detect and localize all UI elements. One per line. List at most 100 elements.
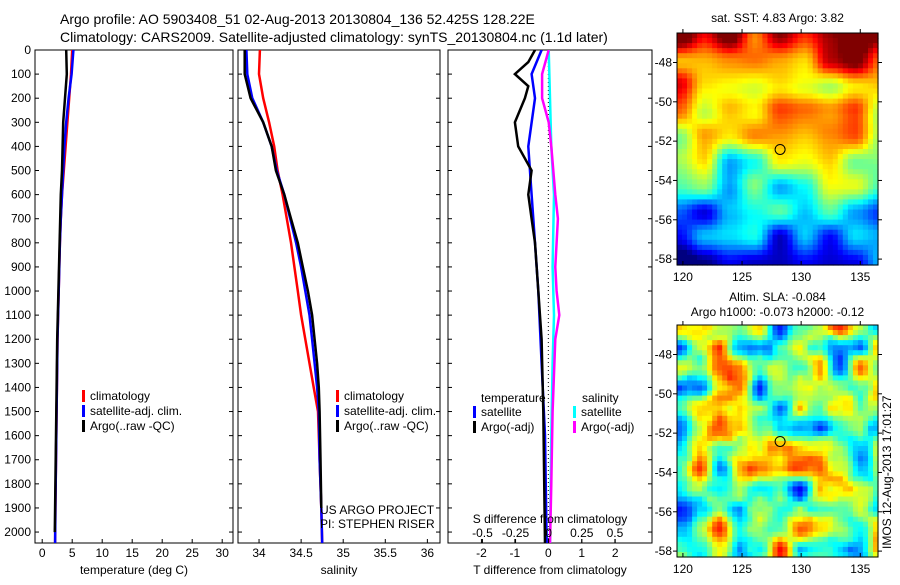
map-cell	[702, 138, 708, 145]
map-cell	[677, 546, 683, 553]
map-cell	[707, 249, 713, 256]
map-cell	[832, 325, 839, 331]
map-cell	[752, 38, 758, 44]
map-cell	[842, 194, 849, 200]
map-cell	[682, 531, 688, 538]
map-cell	[832, 179, 839, 185]
map-cell	[797, 456, 804, 462]
map-cell	[782, 506, 789, 513]
map-cell	[782, 224, 789, 231]
map-cell	[787, 355, 794, 361]
map-cell	[797, 113, 804, 120]
map-cell	[812, 194, 819, 200]
map-cell	[822, 380, 829, 387]
map-cell	[817, 380, 824, 387]
map-cell	[802, 118, 809, 125]
map-cell	[787, 370, 794, 376]
map-cell	[677, 73, 683, 79]
map-cell	[772, 179, 779, 185]
map-cell	[787, 184, 794, 190]
map-cell	[742, 209, 748, 216]
temperature-profile: 0100200300400500600700800900100011001200…	[4, 43, 234, 577]
map-cell	[862, 511, 869, 518]
map-cell	[812, 552, 819, 558]
map-cell	[792, 345, 799, 351]
map-cell	[722, 441, 728, 447]
map-cell	[702, 546, 708, 553]
map-cell	[707, 58, 713, 64]
map-cell	[742, 456, 748, 462]
map-cell	[757, 244, 763, 251]
map-cell	[737, 375, 743, 381]
map-cell	[682, 511, 688, 518]
map-cell	[852, 395, 859, 402]
map-cell	[832, 436, 839, 442]
map-cell	[817, 154, 824, 160]
map-cell	[792, 189, 799, 195]
map-cell	[677, 335, 683, 341]
map-cell	[722, 68, 728, 74]
map-cell	[677, 254, 683, 261]
map-cell	[717, 38, 723, 44]
map-cell	[732, 38, 738, 44]
map-cell	[873, 516, 879, 523]
map-cell	[757, 390, 763, 397]
map-cell	[777, 410, 784, 417]
map-cell	[732, 48, 738, 54]
map-cell	[727, 380, 733, 387]
map-cell	[717, 390, 723, 397]
map-cell	[792, 98, 799, 105]
map-cell	[862, 461, 869, 467]
map-cell	[742, 224, 748, 231]
map-cell	[802, 199, 809, 205]
map-cell	[762, 224, 768, 231]
map-cell	[727, 98, 733, 105]
map-cell	[702, 365, 708, 371]
map-cell	[692, 516, 698, 523]
map-cell	[832, 521, 839, 528]
map-cell	[752, 456, 758, 462]
map-cell	[697, 486, 703, 492]
map-cell	[707, 531, 713, 538]
map-cell	[697, 441, 703, 447]
map-cell	[737, 48, 743, 54]
map-cell	[747, 430, 753, 437]
map-cell	[782, 430, 789, 437]
map-cell	[797, 154, 804, 160]
map-cell	[772, 88, 779, 95]
map-cell	[852, 521, 859, 528]
map-cell	[797, 224, 804, 231]
map-cell	[802, 144, 809, 150]
map-cell	[697, 370, 703, 376]
map-cell	[817, 108, 824, 115]
map-cell	[868, 451, 874, 457]
map-cell	[832, 234, 839, 241]
map-cell	[727, 425, 733, 432]
map-cell	[717, 43, 723, 49]
map-cell	[737, 481, 743, 487]
map-cell	[772, 466, 779, 472]
map-cell	[692, 78, 698, 84]
map-cell	[787, 330, 794, 336]
x-tick-label: 35.5	[374, 546, 398, 560]
map-cell	[792, 536, 799, 543]
map-cell	[832, 471, 839, 477]
map-cell	[742, 123, 748, 130]
map-cell	[837, 456, 844, 462]
map-cell	[868, 159, 874, 165]
map-cell	[782, 209, 789, 216]
map-cell	[777, 144, 784, 150]
map-cell	[807, 199, 814, 205]
map-cell	[792, 521, 799, 528]
map-cell	[677, 118, 683, 125]
map-cell	[767, 249, 774, 256]
map-cell	[747, 174, 753, 180]
map-cell	[752, 441, 758, 447]
map-cell	[837, 410, 844, 417]
map-cell	[767, 68, 774, 74]
map-cell	[802, 476, 809, 482]
map-cell	[707, 335, 713, 341]
map-cell	[767, 380, 774, 387]
map-cell	[832, 335, 839, 341]
map-cell	[857, 38, 864, 44]
